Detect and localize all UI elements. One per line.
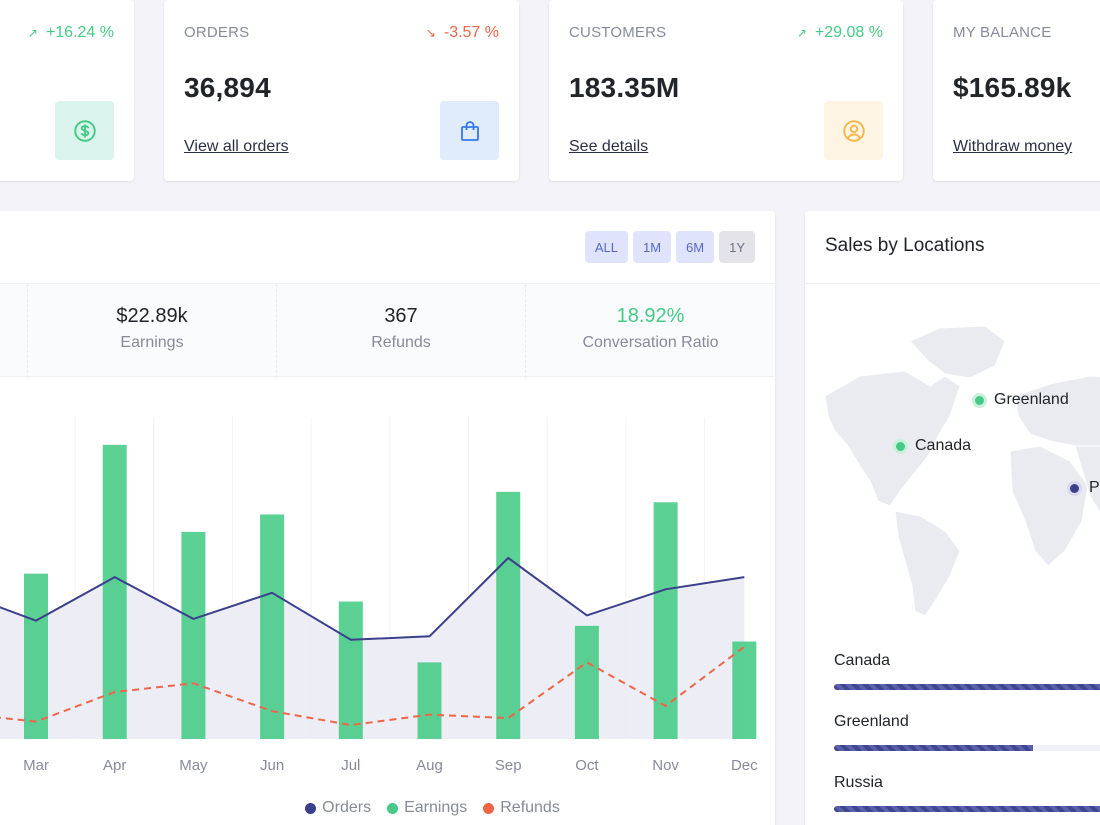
refunds-line [0,645,745,727]
earnings-bar [732,641,757,739]
stat-label: CUSTOMERS [569,24,667,41]
filter-all-button[interactable]: ALL [584,231,628,263]
earnings-bar [181,531,206,739]
x-tick-label: Aug [416,757,443,774]
x-tick-label: Sep [495,757,522,774]
location-name: Greenland [834,713,909,730]
revenue-card: ALL 1M 6M 1Y $22.89k Earnings 367 Refund… [0,211,775,825]
summary-label: Refunds [371,334,431,351]
locations-card: Sales by Locations Greenland Canada P Ca… [805,211,1100,825]
summary-row: $22.89k Earnings 367 Refunds 18.92% Conv… [0,283,775,378]
stat-change: ↗ +29.08 % [796,24,883,41]
shopping-bag-icon [440,101,499,160]
chart-legend: Orders Earnings Refunds [0,799,775,817]
stat-card-revenue: ↗ +16.24 % [0,0,134,181]
stat-label: MY BALANCE [953,24,1052,41]
earnings-bar [102,444,127,739]
location-name: Russia [834,774,883,791]
summary-refunds: 367 Refunds [276,284,525,378]
earnings-bar [496,491,521,739]
locations-title: Sales by Locations [825,235,985,256]
location-progress [834,684,1100,690]
earnings-bar [338,601,363,739]
stat-value: $165.89k [953,72,1072,103]
revenue-chart: Mar Apr May Jun Jul Aug Sep Oct Nov Dec [0,417,758,774]
x-tick-label: Dec [731,757,758,774]
filter-6m-button[interactable]: 6M [676,231,715,263]
location-canada: Canada [834,652,1100,690]
map-marker-greenland[interactable]: Greenland [972,391,1069,409]
view-all-orders-link[interactable]: View all orders [184,138,289,155]
filter-1m-button[interactable]: 1M [632,231,672,263]
chart-filter-group: ALL 1M 6M 1Y [584,231,755,263]
earnings-bar [24,573,48,739]
stat-card-orders: ORDERS ↘ -3.57 % 36,894 View all orders [164,0,519,181]
earnings-bar [574,625,599,739]
location-russia: Russia [834,774,1100,812]
see-details-link[interactable]: See details [569,138,649,155]
summary-value: 367 [384,305,418,327]
x-tick-label: May [179,757,208,774]
x-tick-label: Jul [341,757,360,774]
stat-change: ↗ +16.24 % [27,24,114,41]
user-circle-icon [824,101,883,160]
x-tick-label: Jun [260,757,284,774]
location-progress [834,745,1100,751]
earnings-bar [417,662,442,739]
summary-conversion: 18.92% Conversation Ratio [525,284,775,378]
x-tick-label: Oct [575,757,599,774]
summary-label: Earnings [120,334,184,351]
divider [805,283,1100,284]
location-progress [834,806,1100,812]
x-tick-label: Mar [23,757,49,774]
filter-1y-button[interactable]: 1Y [719,231,755,263]
stat-label: ORDERS [184,24,250,41]
location-greenland: Greenland [834,713,1100,751]
earnings-bar [260,514,285,739]
legend-earnings[interactable]: Earnings [387,799,467,817]
x-tick-label: Nov [652,757,679,774]
summary-earnings: $22.89k Earnings [27,284,276,378]
world-map [824,325,1100,616]
stat-value: 183.35M [569,72,680,103]
dollar-icon [55,101,114,160]
map-marker-other[interactable]: P [1067,479,1100,497]
summary-value: $22.89k [116,305,188,327]
x-tick-label: Apr [103,757,126,774]
legend-refunds[interactable]: Refunds [483,799,560,817]
withdraw-money-link[interactable]: Withdraw money [953,138,1073,155]
summary-value: 18.92% [616,305,685,327]
map-marker-canada[interactable]: Canada [893,437,971,455]
earnings-bar [653,502,678,739]
legend-orders[interactable]: Orders [305,799,371,817]
stat-card-balance: MY BALANCE $165.89k Withdraw money [933,0,1100,181]
summary-label: Conversation Ratio [582,334,719,351]
orders-line [0,556,745,641]
stat-card-customers: CUSTOMERS ↗ +29.08 % 183.35M See details [549,0,903,181]
stat-change: ↘ -3.57 % [425,24,499,41]
location-name: Canada [834,652,891,669]
stat-value: 36,894 [184,72,271,103]
